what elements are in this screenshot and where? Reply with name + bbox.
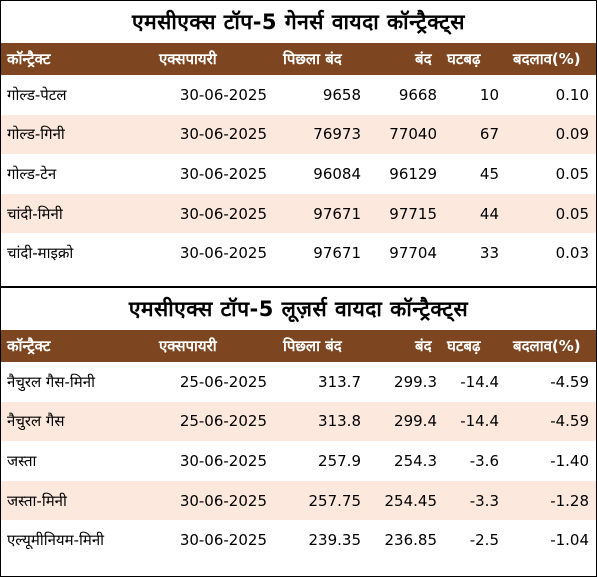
close: 9668 bbox=[398, 85, 437, 104]
close: 299.3 bbox=[394, 372, 437, 391]
contract-name: नैचुरल गैस-मिनी bbox=[7, 372, 95, 391]
change-pct: 0.05 bbox=[555, 204, 589, 223]
change-pct: 0.10 bbox=[555, 85, 589, 104]
change: 10 bbox=[479, 85, 499, 104]
prev-close: 76973 bbox=[313, 125, 361, 144]
expiry: 30-06-2025 bbox=[179, 451, 267, 470]
table-row: जस्ता-मिनी 30-06-2025 257.75 254.45 -3.3… bbox=[1, 480, 596, 521]
prev-close: 97671 bbox=[313, 204, 361, 223]
prev-close: 96084 bbox=[313, 164, 361, 183]
prev-close: 239.35 bbox=[308, 531, 362, 550]
close: 254.45 bbox=[384, 491, 438, 510]
close: 236.85 bbox=[384, 531, 438, 550]
contract-name: एल्यूमीनियम-मिनी bbox=[7, 531, 105, 550]
contract-name: जस्ता bbox=[7, 451, 37, 470]
expiry: 30-06-2025 bbox=[179, 164, 267, 183]
change: 33 bbox=[479, 244, 499, 263]
gainers-header-row: कॉन्ट्रैक्ट एक्सपायरी पिछला बंद बंद घटबढ… bbox=[1, 43, 596, 75]
col-change-pct: बदलाव(%) bbox=[513, 50, 581, 68]
col-expiry: एक्सपायरी bbox=[159, 50, 217, 68]
change-pct: 0.05 bbox=[555, 164, 589, 183]
change: -2.5 bbox=[469, 531, 499, 550]
prev-close: 97671 bbox=[313, 244, 361, 263]
expiry: 30-06-2025 bbox=[179, 204, 267, 223]
col-prev-close: पिछला बंद bbox=[283, 50, 342, 68]
change: 67 bbox=[479, 125, 499, 144]
change: -3.3 bbox=[469, 491, 499, 510]
table-row: नैचुरल गैस-मिनी 25-06-2025 313.7 299.3 -… bbox=[1, 362, 596, 402]
prev-close: 9658 bbox=[322, 85, 361, 104]
change: 45 bbox=[479, 164, 499, 183]
prev-close: 257.9 bbox=[318, 451, 361, 470]
losers-section: एमसीएक्स टॉप-5 लूज़र्स वायदा कॉन्ट्रैक्ट… bbox=[1, 286, 596, 560]
expiry: 25-06-2025 bbox=[179, 372, 267, 391]
change: -3.6 bbox=[469, 451, 499, 470]
col-contract: कॉन्ट्रैक्ट bbox=[7, 337, 51, 355]
change-pct: -1.28 bbox=[550, 491, 589, 510]
col-change: घटबढ़ bbox=[447, 337, 481, 355]
table-row: गोल्ड-टेन 30-06-2025 96084 96129 45 0.05 bbox=[1, 154, 596, 194]
contract-name: गोल्ड-टेन bbox=[7, 164, 57, 183]
col-prev-close: पिछला बंद bbox=[283, 337, 342, 355]
expiry: 30-06-2025 bbox=[179, 85, 267, 104]
col-expiry: एक्सपायरी bbox=[159, 337, 217, 355]
table-row: गोल्ड-गिनी 30-06-2025 76973 77040 67 0.0… bbox=[1, 114, 596, 155]
change-pct: 0.09 bbox=[555, 125, 589, 144]
col-close: बंद bbox=[415, 50, 432, 68]
change: 44 bbox=[479, 204, 499, 223]
gainers-title: एमसीएक्स टॉप-5 गेनर्स वायदा कॉन्ट्रैक्ट्… bbox=[1, 1, 596, 43]
change-pct: -4.59 bbox=[550, 372, 589, 391]
change: -14.4 bbox=[460, 372, 499, 391]
expiry: 30-06-2025 bbox=[179, 531, 267, 550]
change-pct: -4.59 bbox=[550, 412, 589, 431]
close: 299.4 bbox=[394, 412, 437, 431]
losers-header-row: कॉन्ट्रैक्ट एक्सपायरी पिछला बंद बंद घटबढ… bbox=[1, 330, 596, 362]
losers-title: एमसीएक्स टॉप-5 लूज़र्स वायदा कॉन्ट्रैक्ट… bbox=[1, 286, 596, 330]
contract-name: जस्ता-मिनी bbox=[7, 491, 67, 510]
close: 97715 bbox=[389, 204, 437, 223]
col-close: बंद bbox=[415, 337, 432, 355]
table-row: जस्ता 30-06-2025 257.9 254.3 -3.6 -1.40 bbox=[1, 441, 596, 481]
prev-close: 313.7 bbox=[318, 372, 361, 391]
table-row: नैचुरल गैस 25-06-2025 313.8 299.4 -14.4 … bbox=[1, 401, 596, 442]
close: 96129 bbox=[389, 164, 437, 183]
contract-name: नैचुरल गैस bbox=[7, 412, 65, 431]
change-pct: -1.04 bbox=[550, 531, 589, 550]
col-change: घटबढ़ bbox=[447, 50, 481, 68]
table-row: चांदी-माइक्रो 30-06-2025 97671 97704 33 … bbox=[1, 233, 596, 273]
close: 97704 bbox=[389, 244, 437, 263]
table-row: चांदी-मिनी 30-06-2025 97671 97715 44 0.0… bbox=[1, 193, 596, 234]
table-row: एल्यूमीनियम-मिनी 30-06-2025 239.35 236.8… bbox=[1, 520, 596, 560]
expiry: 30-06-2025 bbox=[179, 125, 267, 144]
contract-name: गोल्ड-गिनी bbox=[7, 125, 65, 144]
prev-close: 313.8 bbox=[318, 412, 361, 431]
expiry: 30-06-2025 bbox=[179, 244, 267, 263]
contract-name: गोल्ड-पेटल bbox=[7, 85, 67, 104]
expiry: 30-06-2025 bbox=[179, 491, 267, 510]
gainers-section: एमसीएक्स टॉप-5 गेनर्स वायदा कॉन्ट्रैक्ट्… bbox=[1, 1, 596, 273]
close: 254.3 bbox=[394, 451, 437, 470]
prev-close: 257.75 bbox=[308, 491, 362, 510]
col-change-pct: बदलाव(%) bbox=[513, 337, 581, 355]
change-pct: 0.03 bbox=[555, 244, 589, 263]
contract-name: चांदी-माइक्रो bbox=[7, 244, 74, 263]
close: 77040 bbox=[389, 125, 437, 144]
change: -14.4 bbox=[460, 412, 499, 431]
col-contract: कॉन्ट्रैक्ट bbox=[7, 50, 51, 68]
expiry: 25-06-2025 bbox=[179, 412, 267, 431]
change-pct: -1.40 bbox=[550, 451, 589, 470]
contract-name: चांदी-मिनी bbox=[7, 204, 63, 223]
table-row: गोल्ड-पेटल 30-06-2025 9658 9668 10 0.10 bbox=[1, 75, 596, 115]
